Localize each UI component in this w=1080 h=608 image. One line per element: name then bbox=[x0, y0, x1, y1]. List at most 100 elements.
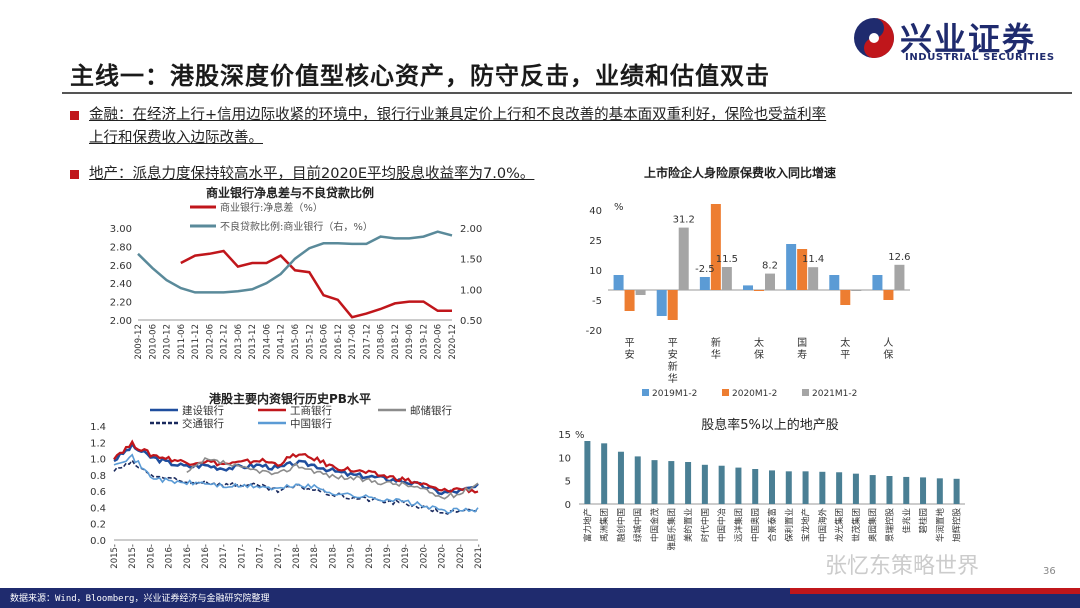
x-tick-label: 远洋集团 bbox=[733, 508, 744, 542]
x-tick-label: 2019- bbox=[383, 544, 393, 569]
data-label: 11.5 bbox=[716, 254, 738, 265]
bar bbox=[869, 475, 876, 504]
x-tick-label: 碧桂园 bbox=[918, 508, 929, 534]
legend-label: 不良贷款比例:商业银行（右，%） bbox=[220, 220, 373, 233]
y-tick-label: 0.0 bbox=[90, 536, 106, 547]
data-label: 12.6 bbox=[888, 252, 910, 263]
bar bbox=[808, 267, 819, 290]
x-tick-label: 2019-06 bbox=[405, 324, 415, 360]
bar bbox=[634, 456, 641, 504]
y-tick-label: 0.4 bbox=[90, 503, 106, 514]
chart-dividend-title: 股息率5%以上的地产股 bbox=[701, 418, 839, 433]
bar bbox=[635, 290, 646, 295]
y2-tick-label: 1.00 bbox=[460, 285, 482, 296]
x-tick-label: 2013-06 bbox=[234, 324, 244, 360]
bar bbox=[651, 460, 658, 504]
y-tick-label: 1.0 bbox=[90, 455, 106, 466]
x-tick-label: 时代中国 bbox=[700, 508, 711, 542]
y-tick-label: 2.20 bbox=[110, 298, 132, 309]
y2-tick-label: 1.50 bbox=[460, 255, 482, 266]
x-tick-label: 2018- bbox=[310, 544, 320, 569]
bar bbox=[852, 473, 859, 504]
bar bbox=[584, 441, 591, 504]
x-tick-label: 2020-12 bbox=[448, 324, 458, 360]
x-tick-label: 华润置地 bbox=[935, 508, 946, 543]
bar bbox=[601, 443, 608, 504]
x-tick-label: 2017- bbox=[219, 544, 229, 569]
bar bbox=[936, 478, 943, 504]
bar bbox=[797, 249, 808, 290]
bar bbox=[656, 290, 667, 316]
x-tick-label: 合景泰富 bbox=[767, 508, 778, 542]
legend-label: 2021M1-2 bbox=[812, 389, 857, 399]
y-tick-label: 0.8 bbox=[90, 471, 106, 482]
x-tick-label: 2015-12 bbox=[305, 324, 315, 360]
x-tick-label: 2016- bbox=[183, 544, 193, 569]
bar bbox=[785, 471, 792, 504]
bar bbox=[894, 264, 905, 290]
legend-label: 2019M1-2 bbox=[652, 389, 697, 399]
watermark-text: 张忆东策略世界 bbox=[825, 554, 980, 579]
bar bbox=[667, 290, 678, 320]
bar bbox=[920, 477, 927, 504]
data-label: 11.4 bbox=[802, 254, 824, 265]
category-label: 寿 bbox=[797, 348, 807, 361]
category-label: 新 bbox=[711, 336, 721, 349]
x-tick-label: 美的置业 bbox=[683, 508, 694, 542]
x-tick-label: 中国奥园 bbox=[750, 508, 761, 542]
bar bbox=[819, 471, 826, 504]
x-tick-label: 2013-12 bbox=[248, 324, 258, 360]
y-tick-label: 40 bbox=[589, 206, 602, 217]
y-tick-label: 0 bbox=[565, 500, 571, 511]
series-line-2 bbox=[113, 439, 479, 494]
y-tick-label: 25 bbox=[589, 236, 602, 247]
x-tick-label: 2019-12 bbox=[419, 324, 429, 360]
y-tick-label: 2.00 bbox=[110, 316, 132, 327]
x-tick-label: 2016- bbox=[146, 544, 156, 569]
series-line-1 bbox=[180, 249, 452, 319]
legend-swatch bbox=[722, 389, 729, 396]
x-tick-label: 景瑞控股 bbox=[884, 508, 895, 543]
page-title: 主线一：港股深度价值型核心资产，防守反击，业绩和估值双击 bbox=[70, 62, 770, 90]
bar bbox=[624, 290, 635, 311]
x-tick-label: 2018-06 bbox=[377, 324, 387, 360]
category-label: 平 bbox=[840, 350, 850, 361]
x-tick-label: 佳兆业 bbox=[901, 508, 912, 534]
x-tick-label: 2016-12 bbox=[334, 324, 344, 360]
category-label: 保 bbox=[754, 348, 764, 361]
y-tick-label: 0.2 bbox=[90, 520, 106, 531]
page-number: 36 bbox=[1043, 566, 1056, 577]
bullet-finance-line1: 金融：在经济上行+信用边际收紧的环境中，银行行业兼具定价上行和不良改善的基本面双… bbox=[89, 107, 827, 123]
category-label: 平 bbox=[668, 338, 678, 349]
y-tick-label: 2.40 bbox=[110, 279, 132, 290]
x-tick-label: 龙光集团 bbox=[834, 508, 845, 542]
logo bbox=[852, 16, 896, 60]
y-tick-label: 10 bbox=[558, 453, 571, 464]
x-tick-label: 2017-06 bbox=[348, 324, 358, 360]
x-tick-label: 奥园集团 bbox=[868, 508, 879, 542]
x-tick-label: 2018- bbox=[328, 544, 338, 569]
series-line-2 bbox=[137, 230, 453, 294]
y-tick-label: 2.80 bbox=[110, 242, 132, 253]
bar bbox=[743, 285, 753, 290]
y-tick-label: 1.4 bbox=[90, 422, 106, 433]
bullet-property-line1: 地产：派息力度保持较高水平，目前2020E平均股息收益率为7.0%。 bbox=[89, 166, 535, 182]
x-tick-label: 2014-06 bbox=[262, 324, 272, 360]
y-tick-label: 15 bbox=[558, 430, 571, 441]
y-tick-label: 1.2 bbox=[90, 438, 106, 449]
chart-nim-npl-title: 商业银行净息差与不良贷款比例 bbox=[205, 186, 374, 200]
x-tick-label: 2016-06 bbox=[320, 324, 330, 360]
footer-source: 数据来源：Wind，Bloomberg，兴业证券经济与金融研究院整理 bbox=[10, 594, 270, 604]
chart-nim-npl: 3.00 2.80 2.60 2.40 2.20 2.00 2.00 1.50 1.00 0.50… bbox=[110, 201, 483, 360]
category-label: 太 bbox=[754, 336, 764, 349]
bar bbox=[802, 471, 809, 504]
bar bbox=[699, 277, 710, 290]
y-tick-label: -20 bbox=[586, 326, 602, 337]
bar bbox=[752, 469, 759, 504]
legend-label: 2020M1-2 bbox=[732, 389, 777, 399]
x-tick-label: 2018-12 bbox=[391, 324, 401, 360]
x-tick-label: 2016- bbox=[165, 544, 175, 569]
bar bbox=[613, 275, 624, 290]
data-label: -2.5 bbox=[695, 264, 715, 275]
